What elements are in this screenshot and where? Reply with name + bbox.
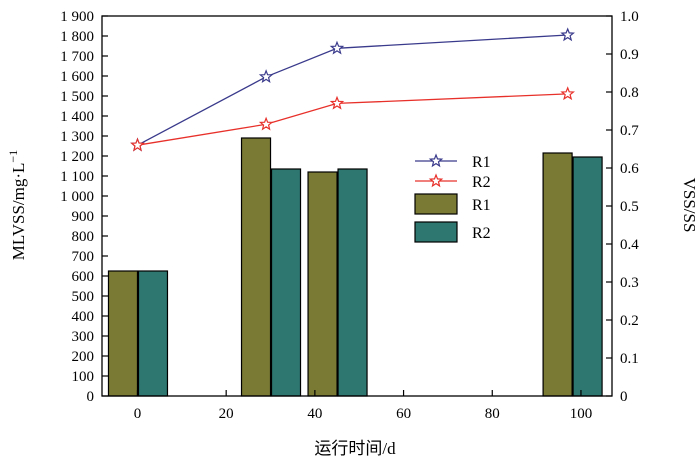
y-right-tick-label: 1.0 [620,9,639,25]
x-tick-label: 100 [570,406,593,422]
y-left-tick-label: 300 [72,329,95,345]
y-left-title-main: MLVSS/mg·L [9,163,28,261]
y-left-tick-label: 1 800 [60,29,94,45]
x-axis: 0 20 40 60 80 100 [134,390,592,422]
marker-star-r1 [258,69,274,84]
x-tick-label: 80 [485,406,500,422]
y-right-tick-label: 0.7 [620,123,639,139]
y-axis-right-title: VSS/SS [680,178,699,233]
y-left-tick-label: 400 [72,309,95,325]
y-right-tick-label: 0 [620,389,628,405]
x-tick-label: 20 [219,406,234,422]
legend-label: R2 [472,225,491,242]
y-right-tick-label: 0.9 [620,47,639,63]
y-left-tick-label: 200 [72,349,95,365]
y-right-tick-label: 0.1 [620,351,639,367]
legend-marker-r1 [428,153,444,168]
bar-r1 [307,171,338,397]
y-left-tick-label: 1 400 [60,109,94,125]
bar-r1 [240,137,272,397]
marker-star-r2 [130,137,145,152]
line-layer [130,27,575,152]
y-right-tick-label: 0.2 [620,313,639,329]
y-left-tick-label: 600 [72,269,95,285]
legend: R1 R2 R1 R2 [414,153,491,243]
y-right-tick-label: 0.4 [620,237,639,253]
legend-swatch-r2 [414,221,458,243]
y-left-tick-label: 1 100 [60,169,94,185]
y-axis-right: 0 0.1 0.2 0.3 0.4 0.5 0.6 0.7 0.8 0.9 1.0 [606,9,639,405]
y-axis-left: 0 100 200 300 400 500 600 700 800 900 1 000 1 100 1 … [60,9,108,405]
y-left-tick-label: 1 700 [60,49,94,65]
x-tick-label: 40 [307,406,322,422]
y-right-tick-label: 0.5 [620,199,639,215]
marker-star-r1 [560,27,575,42]
bar-r2 [137,270,169,397]
y-left-tick-label: 0 [87,389,95,405]
bar-r2 [270,168,302,397]
x-tick-label: 0 [134,406,142,422]
line-r2 [137,93,568,146]
bar-r2 [572,156,603,397]
y-left-tick-label: 700 [72,249,95,265]
y-left-tick-label: 800 [72,229,95,245]
y-left-tick-label: 500 [72,289,95,305]
marker-star-r1 [329,40,345,55]
svg-text:MLVSS/mg·L−1: MLVSS/mg·L−1 [6,150,28,260]
legend-marker-r2 [428,173,444,188]
bar-r2 [337,168,368,397]
y-left-tick-label: 900 [72,209,95,225]
legend-swatch-r1 [414,193,458,215]
x-tick-label: 60 [396,406,411,422]
legend-label: R1 [472,197,491,214]
marker-star-r2 [258,116,274,131]
y-left-tick-label: 1 600 [60,69,94,85]
y-left-tick-label: 1 300 [60,129,94,145]
bar-r1 [107,270,139,397]
marker-star-r2 [329,95,345,110]
y-left-tick-label: 1 200 [60,149,94,165]
y-right-tick-label: 0.6 [620,161,639,177]
y-left-tick-label: 1 900 [60,9,94,25]
legend-label: R1 [472,154,491,171]
y-right-tick-label: 0.3 [620,275,639,291]
y-left-title-superscript: −1 [6,150,20,163]
line-r1 [137,34,568,146]
y-left-tick-label: 1 000 [60,189,94,205]
bar-layer [107,137,603,397]
marker-star-r2 [560,86,575,101]
x-axis-title: 运行时间/d [314,439,396,458]
y-left-tick-label: 100 [72,369,95,385]
bar-r1 [542,152,573,397]
y-left-tick-label: 1 500 [60,89,94,105]
legend-label: R2 [472,174,491,191]
y-axis-left-title: MLVSS/mg·L−1 [6,150,28,260]
y-right-tick-label: 0.8 [620,85,639,101]
